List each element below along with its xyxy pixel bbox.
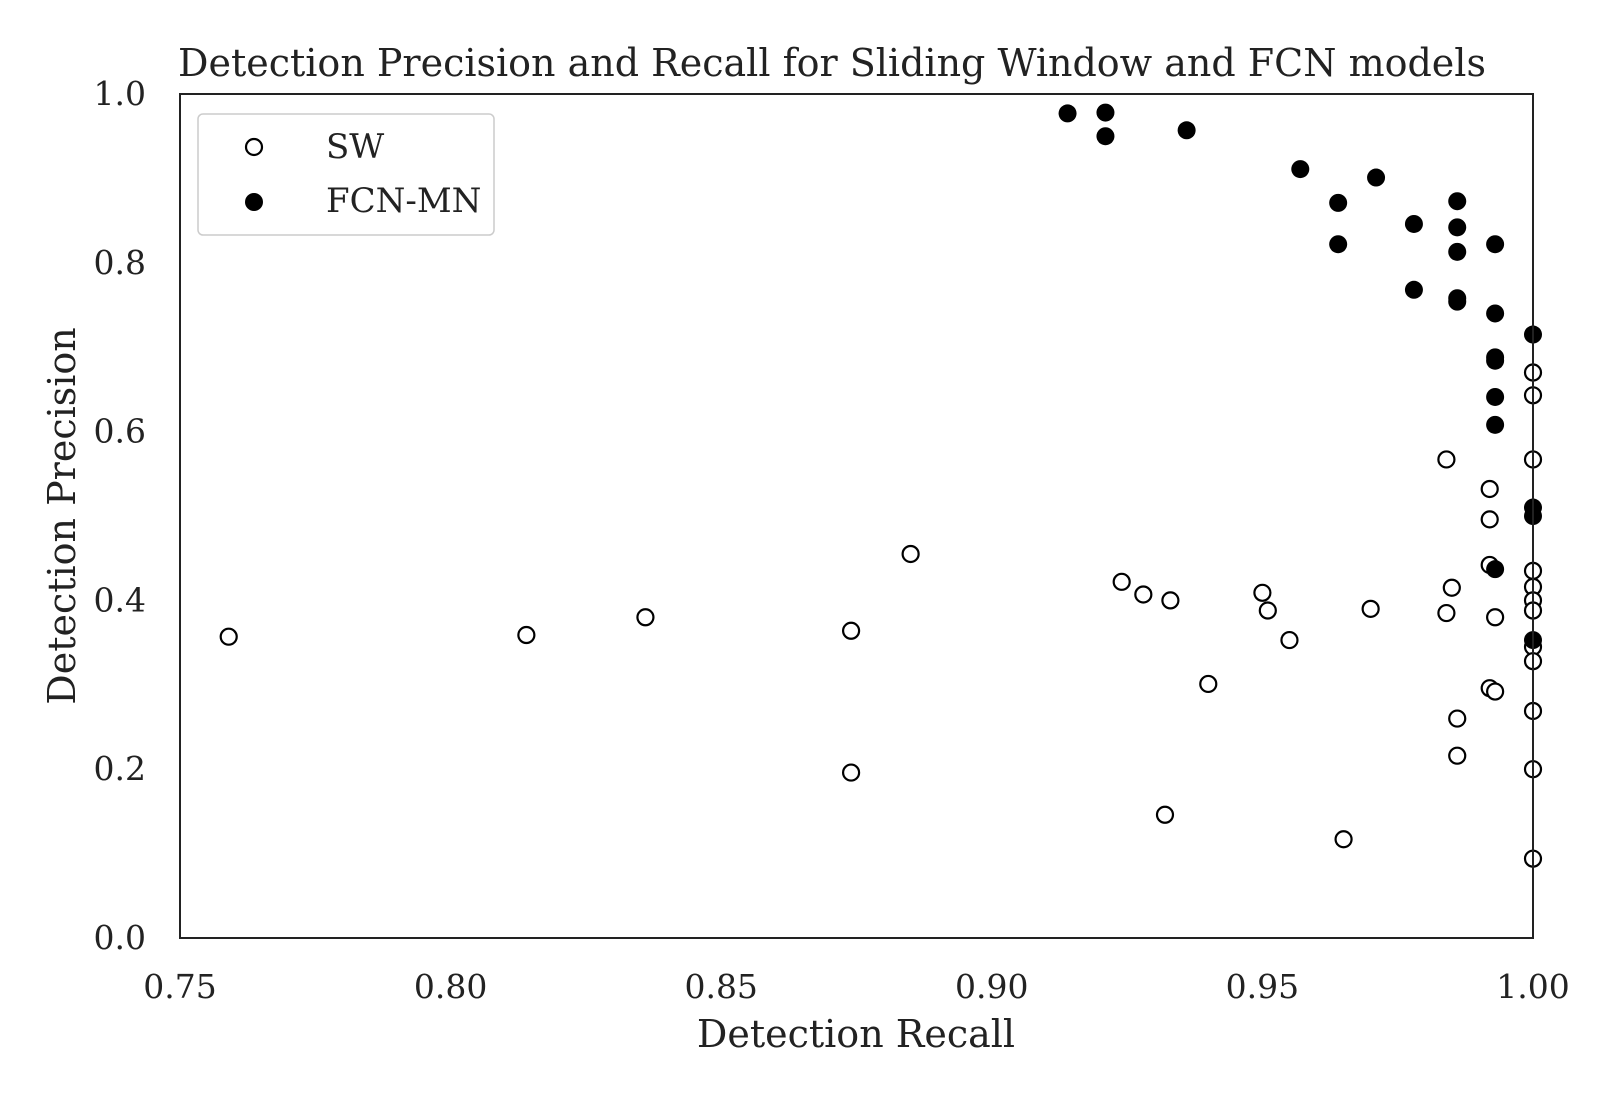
fcn-mn-point <box>1448 218 1467 237</box>
sw-point <box>1199 674 1218 694</box>
sw-point <box>1437 450 1456 469</box>
fcn-mn-point <box>1404 214 1423 233</box>
sw-point <box>1448 746 1467 765</box>
sw-point <box>841 763 861 782</box>
sw-point <box>1361 599 1380 618</box>
legend-marker-fcn-mn <box>245 193 263 211</box>
sw-point <box>1258 601 1277 620</box>
plot-frame <box>179 93 1534 939</box>
sw-point <box>1280 630 1299 650</box>
sw-point <box>841 621 861 640</box>
sw-point <box>1161 591 1180 610</box>
legend-label-fcn-mn: FCN-MN <box>326 181 481 221</box>
x-axis-ticks: 0.75 0.80 0.85 0.90 0.95 1.00 <box>143 967 1569 1006</box>
fcn-mn-point <box>1486 235 1505 254</box>
fcn-mn-point <box>1486 351 1505 370</box>
sw-point <box>1486 608 1505 627</box>
sw-point <box>636 608 655 627</box>
y-axis-label: Detection Precision <box>40 327 84 705</box>
y-axis-ticks: 0.0 0.2 0.4 0.6 0.8 1.0 <box>94 74 146 957</box>
sw-point <box>1112 572 1131 591</box>
sw-point <box>901 544 920 564</box>
sw-point <box>219 627 238 646</box>
fcn-mn-point <box>1058 104 1077 123</box>
series-fcn-mn <box>1058 103 1542 650</box>
y-tick-label: 1.0 <box>94 74 146 113</box>
fcn-mn-point <box>1177 121 1196 140</box>
sw-point <box>1480 479 1499 499</box>
fcn-mn-point <box>1486 560 1505 579</box>
sw-point <box>1486 682 1505 701</box>
x-tick-label: 0.75 <box>143 967 216 1006</box>
fcn-mn-point <box>1404 280 1423 299</box>
x-tick-label: 0.90 <box>955 967 1028 1006</box>
x-tick-label: 0.95 <box>1226 967 1299 1006</box>
legend: SW FCN-MN <box>197 113 495 236</box>
y-tick-label: 0.2 <box>94 749 146 788</box>
x-tick-label: 0.80 <box>414 967 487 1006</box>
legend-marker-sw <box>244 137 264 157</box>
points-layer <box>219 103 1543 868</box>
sw-point <box>1155 805 1175 824</box>
fcn-mn-point <box>1329 235 1348 254</box>
x-tick-label: 0.85 <box>684 967 757 1006</box>
x-axis-label: Detection Recall <box>697 1012 1015 1056</box>
sw-point <box>1437 603 1456 623</box>
sw-point <box>1480 510 1499 529</box>
fcn-mn-point <box>1367 168 1386 187</box>
fcn-mn-point <box>1448 292 1467 311</box>
sw-point <box>1134 585 1153 604</box>
fcn-mn-point <box>1096 103 1115 122</box>
sw-point <box>1448 709 1467 728</box>
fcn-mn-point <box>1486 304 1505 323</box>
series-sw <box>219 363 1543 868</box>
sw-point <box>517 625 536 645</box>
legend-box <box>197 113 495 236</box>
fcn-mn-point <box>1448 192 1467 211</box>
sw-point <box>1253 583 1272 602</box>
fcn-mn-point <box>1486 415 1505 434</box>
fcn-mn-point <box>1329 193 1348 212</box>
y-tick-label: 0.6 <box>94 412 146 451</box>
fcn-mn-point <box>1291 160 1310 179</box>
fcn-mn-point <box>1486 387 1505 406</box>
legend-label-sw: SW <box>326 127 384 167</box>
fcn-mn-point <box>1096 127 1115 146</box>
y-tick-label: 0.4 <box>94 580 146 619</box>
fcn-mn-point <box>1448 242 1467 261</box>
sw-point <box>1334 830 1353 849</box>
x-tick-label: 1.00 <box>1496 967 1569 1006</box>
chart-title: Detection Precision and Recall for Slidi… <box>178 41 1486 85</box>
y-tick-label: 0.0 <box>94 918 146 957</box>
sw-point <box>1442 578 1461 597</box>
y-tick-label: 0.8 <box>94 243 146 282</box>
